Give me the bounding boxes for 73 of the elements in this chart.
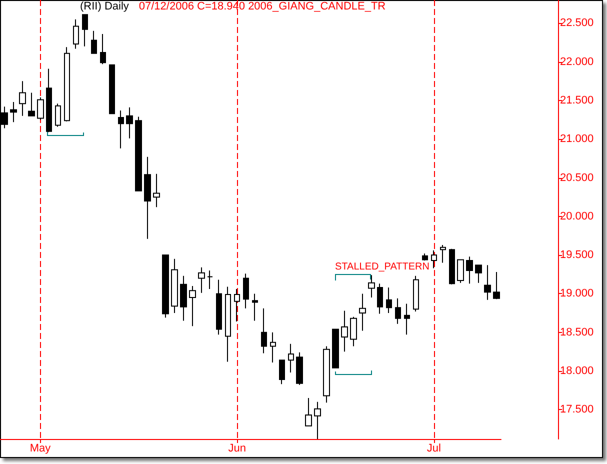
candlestick — [234, 288, 240, 322]
candlestick — [288, 343, 294, 374]
y-tick-label: 17.500 — [560, 404, 594, 416]
candlestick — [252, 293, 258, 322]
chart-subtitle: 07/12/2006 C=18.940 2006_GIANG_CANDLE_TR — [138, 0, 386, 12]
candlestick — [207, 270, 213, 290]
candlestick — [422, 253, 428, 261]
annotation: STALLED_PATTERN — [335, 262, 430, 272]
candlestick — [466, 256, 473, 284]
candlestick — [100, 34, 106, 65]
candlestick — [323, 346, 330, 404]
candlestick — [180, 275, 187, 322]
candlestick — [440, 244, 446, 264]
y-tick-label: 18.500 — [560, 326, 594, 338]
candlestick — [270, 332, 276, 363]
candlestick — [19, 80, 26, 116]
candlestick — [484, 264, 491, 300]
candlestick — [332, 328, 339, 368]
candlestick — [395, 298, 401, 324]
y-tick-label: 18.000 — [560, 364, 594, 377]
candlestick — [55, 103, 61, 128]
candlestick — [91, 30, 97, 54]
candlestick — [1, 106, 8, 129]
candlestick — [449, 248, 455, 285]
candlestick — [305, 398, 312, 426]
candlestick — [171, 258, 178, 314]
candlestick — [10, 102, 17, 123]
candlestick — [279, 360, 285, 385]
y-tick-label: 20.000 — [560, 210, 594, 222]
y-tick-label: 22.000 — [560, 56, 594, 68]
candlestick — [475, 264, 482, 284]
y-tick-label: 21.000 — [560, 133, 594, 146]
candlestick — [493, 272, 500, 300]
candlestick — [37, 96, 44, 120]
candlestick — [73, 18, 79, 50]
candlestick — [296, 352, 303, 386]
chart-title: (RII) Daily — [80, 0, 130, 12]
y-tick-label: 19.500 — [560, 249, 594, 262]
candlestick — [359, 293, 366, 332]
candlestick — [377, 283, 383, 314]
y-tick-label: 20.500 — [560, 172, 594, 184]
candlestick — [135, 116, 142, 192]
candlestick — [341, 310, 348, 352]
candlestick — [153, 173, 160, 208]
candlestick — [189, 285, 196, 327]
candlestick — [404, 303, 410, 336]
candlestick — [126, 106, 133, 139]
candlestick — [28, 92, 35, 116]
candlestick — [386, 287, 392, 314]
candlestick — [216, 279, 222, 336]
y-tick-label: 19.000 — [560, 288, 594, 300]
candlestick — [314, 401, 321, 440]
candlestick — [413, 275, 419, 312]
candlestick — [368, 274, 375, 298]
x-tick-label: Jun — [228, 442, 246, 454]
candlestick — [64, 46, 70, 122]
candlestick — [198, 266, 205, 294]
candlestick — [144, 156, 151, 240]
candlestick — [109, 64, 115, 114]
candlestick — [118, 110, 124, 149]
candlestick — [225, 286, 231, 362]
candlestick — [457, 259, 464, 284]
x-tick-label: Jul — [426, 442, 441, 454]
candlestick — [162, 254, 169, 318]
y-tick-label: 22.500 — [560, 17, 594, 30]
candlestick — [350, 316, 357, 347]
candlestick — [431, 250, 437, 269]
x-tick-label: May — [30, 442, 52, 454]
candlestick — [46, 68, 52, 133]
candlestick — [261, 308, 267, 354]
candlestick — [243, 273, 249, 309]
candlestick — [82, 14, 88, 47]
y-tick-label: 21.500 — [560, 94, 594, 106]
